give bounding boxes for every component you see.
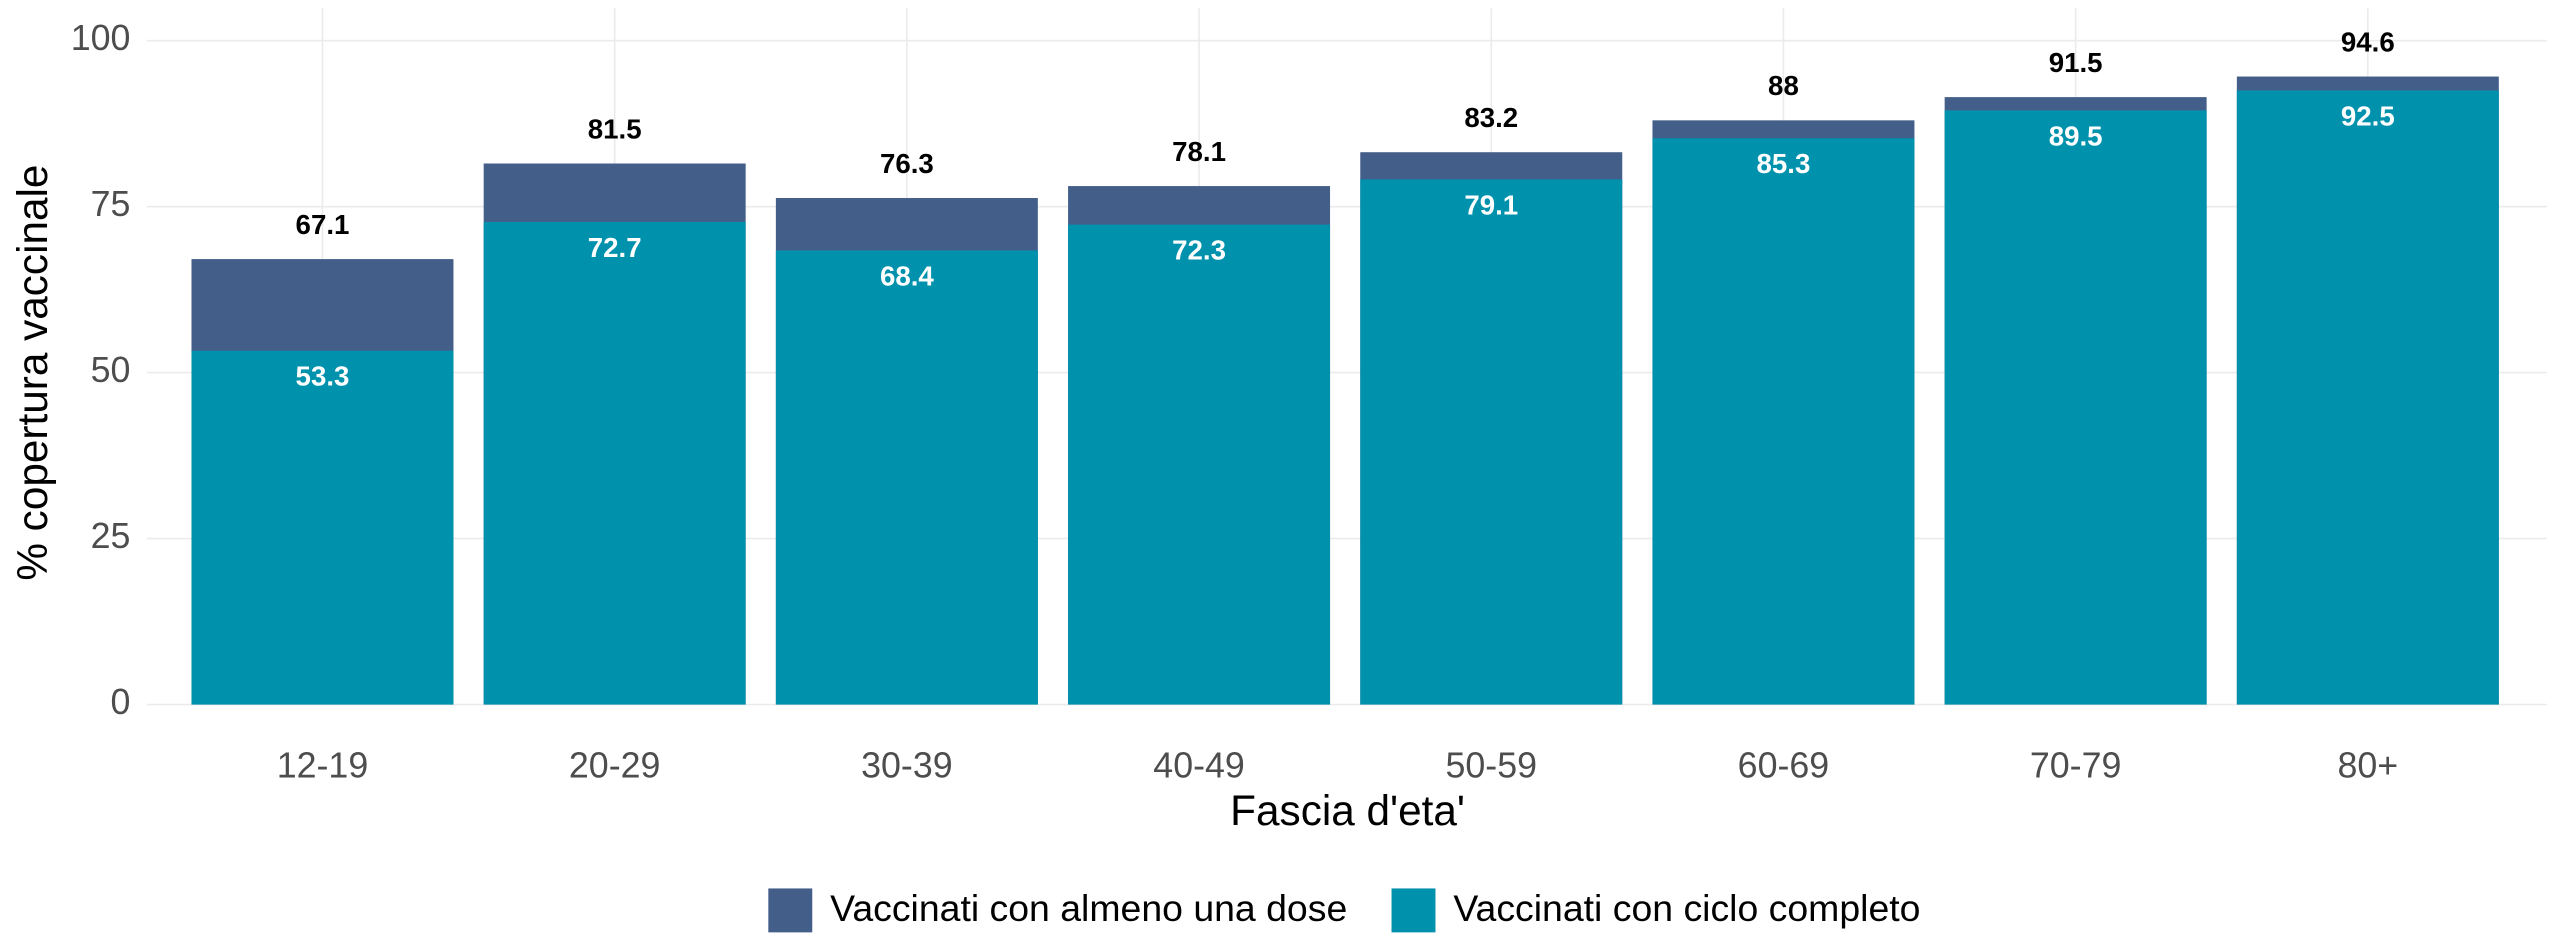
data-label: 85.3	[1757, 148, 1811, 179]
data-label: 68.4	[880, 260, 934, 291]
bar	[483, 221, 746, 705]
x-tick-label: 30-39	[861, 745, 953, 785]
y-tick-label: 75	[91, 184, 131, 224]
y-tick-label: 100	[71, 18, 131, 58]
data-label: 79.1	[1464, 189, 1518, 220]
bar	[191, 350, 454, 705]
data-label: 91.5	[2049, 47, 2103, 78]
data-label: 88	[1768, 70, 1799, 101]
y-tick-label: 25	[91, 516, 131, 556]
legend-swatch	[768, 888, 813, 933]
x-tick-label: 50-59	[1445, 745, 1537, 785]
x-tick-label: 80+	[2337, 745, 2398, 785]
x-tick-label: 12-19	[277, 745, 369, 785]
y-axis-title: % copertura vaccinale	[9, 165, 56, 581]
data-label: 72.3	[1172, 235, 1226, 266]
x-axis-title: Fascia d'eta'	[1230, 787, 1465, 834]
data-label: 89.5	[2049, 120, 2103, 151]
data-label: 78.1	[1172, 136, 1226, 167]
data-label: 92.5	[2341, 100, 2395, 131]
data-label: 94.6	[2341, 26, 2395, 57]
data-label: 83.2	[1464, 102, 1518, 133]
bar	[1360, 179, 1623, 705]
bar	[2236, 90, 2499, 705]
x-tick-label: 60-69	[1738, 745, 1830, 785]
legend-swatch	[1391, 888, 1436, 933]
y-tick-label: 0	[111, 682, 131, 722]
data-label: 81.5	[588, 113, 642, 144]
bar	[775, 250, 1038, 705]
bar	[1068, 224, 1331, 705]
bar	[1652, 138, 1915, 705]
data-label: 76.3	[880, 148, 934, 179]
legend-label: Vaccinati con almeno una dose	[830, 887, 1347, 929]
x-tick-label: 70-79	[2030, 745, 2122, 785]
bar	[1944, 110, 2207, 705]
y-tick-label: 50	[91, 350, 131, 390]
x-tick-label: 40-49	[1153, 745, 1245, 785]
data-label: 53.3	[296, 361, 350, 392]
data-label: 72.7	[588, 232, 642, 263]
legend-label: Vaccinati con ciclo completo	[1453, 887, 1920, 929]
data-label: 67.1	[296, 209, 350, 240]
x-tick-label: 20-29	[569, 745, 661, 785]
